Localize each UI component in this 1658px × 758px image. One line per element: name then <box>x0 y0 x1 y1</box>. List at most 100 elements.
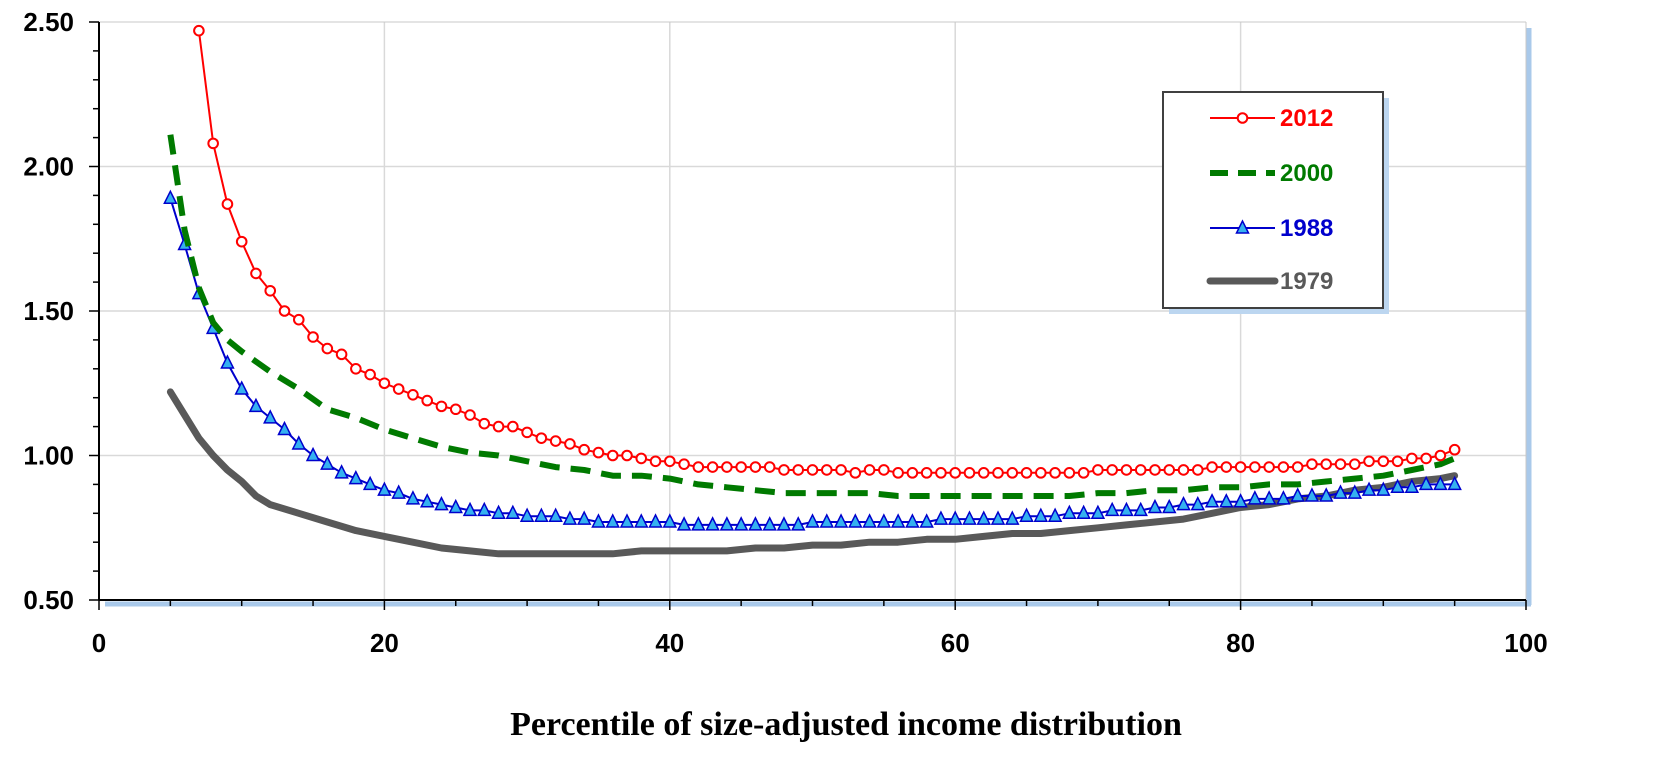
data-point <box>778 464 790 476</box>
x-tick-label: 100 <box>1504 628 1547 658</box>
data-point <box>435 400 448 413</box>
y-tick-label: 1.00 <box>23 441 74 471</box>
data-point <box>619 513 635 528</box>
data-point <box>1063 467 1076 479</box>
data-point <box>963 467 976 479</box>
data-point <box>862 513 877 528</box>
x-axis-title: Percentile of size-adjusted income distr… <box>510 706 1182 743</box>
data-point <box>292 313 305 326</box>
data-point <box>1447 475 1462 491</box>
data-point <box>1249 461 1261 473</box>
data-point <box>291 435 306 450</box>
data-point <box>863 464 876 476</box>
data-point <box>876 513 892 528</box>
legend-item-2012: 2012 <box>1210 105 1333 132</box>
data-point <box>1391 455 1404 468</box>
data-point <box>820 464 833 476</box>
data-point <box>1291 461 1304 473</box>
data-point <box>1306 458 1318 470</box>
data-point <box>733 516 749 531</box>
data-point <box>264 284 277 297</box>
data-point <box>464 409 476 421</box>
data-point <box>1434 449 1447 462</box>
data-point <box>664 455 676 468</box>
data-point <box>947 510 963 525</box>
data-point <box>1348 458 1361 470</box>
series <box>163 24 1462 558</box>
x-tick-label: 0 <box>92 628 106 658</box>
data-point <box>949 467 962 479</box>
data-point <box>391 484 406 499</box>
data-point <box>1190 495 1206 511</box>
data-point <box>806 464 819 476</box>
data-point <box>449 403 462 416</box>
data-point <box>990 510 1006 525</box>
data-point <box>1320 458 1333 470</box>
data-point <box>462 501 478 517</box>
data-point <box>1133 501 1148 517</box>
data-point <box>207 137 219 150</box>
data-point <box>1033 507 1049 522</box>
data-point <box>307 331 319 343</box>
data-point <box>1376 481 1391 496</box>
data-point <box>1263 461 1275 473</box>
data-point <box>335 348 348 361</box>
data-point <box>648 513 663 528</box>
x-tick-label: 40 <box>655 628 684 658</box>
data-point <box>621 449 633 462</box>
data-point <box>505 504 521 520</box>
legend: 2012 2000 1988 1979 <box>1162 91 1389 314</box>
data-point <box>350 363 362 375</box>
data-point <box>592 446 605 459</box>
data-point <box>678 458 690 470</box>
data-point <box>320 455 335 470</box>
data-point <box>905 513 920 528</box>
data-point <box>193 24 205 37</box>
data-point <box>605 513 620 528</box>
data-point <box>321 342 334 355</box>
data-point <box>348 469 364 485</box>
data-point <box>549 435 562 447</box>
data-point <box>1149 464 1161 476</box>
data-point <box>519 507 535 522</box>
series-1979 <box>166 388 1459 558</box>
data-point <box>992 467 1004 479</box>
data-point <box>578 443 590 456</box>
data-point <box>534 507 549 522</box>
data-point <box>491 504 506 520</box>
data-point <box>1176 495 1191 511</box>
data-point <box>1020 467 1033 479</box>
data-point <box>833 513 849 528</box>
data-point <box>935 467 947 479</box>
data-point <box>1363 455 1375 468</box>
data-point <box>1319 487 1334 502</box>
data-point <box>1206 461 1218 473</box>
data-point <box>521 426 533 439</box>
data-point <box>378 377 391 390</box>
y-tick-label: 0.50 <box>23 585 74 615</box>
data-point <box>762 516 777 531</box>
data-point <box>478 417 491 430</box>
data-point <box>933 510 949 525</box>
data-point <box>392 383 405 395</box>
data-point <box>1276 490 1291 505</box>
x-tick-label: 60 <box>941 628 970 658</box>
data-point <box>906 467 919 479</box>
data-point <box>263 409 278 424</box>
data-point <box>564 438 576 450</box>
data-point <box>248 397 264 413</box>
data-point <box>235 235 248 248</box>
data-point <box>1106 464 1118 476</box>
data-point <box>776 516 792 531</box>
data-point <box>1420 452 1432 465</box>
series-line-1979 <box>166 388 1459 558</box>
data-point <box>1049 467 1061 479</box>
data-point <box>1163 464 1176 476</box>
data-point <box>421 394 434 407</box>
data-point <box>1005 510 1020 525</box>
data-point <box>692 461 705 473</box>
legend-box <box>1162 91 1384 309</box>
data-point <box>576 510 592 525</box>
data-point <box>548 507 563 522</box>
